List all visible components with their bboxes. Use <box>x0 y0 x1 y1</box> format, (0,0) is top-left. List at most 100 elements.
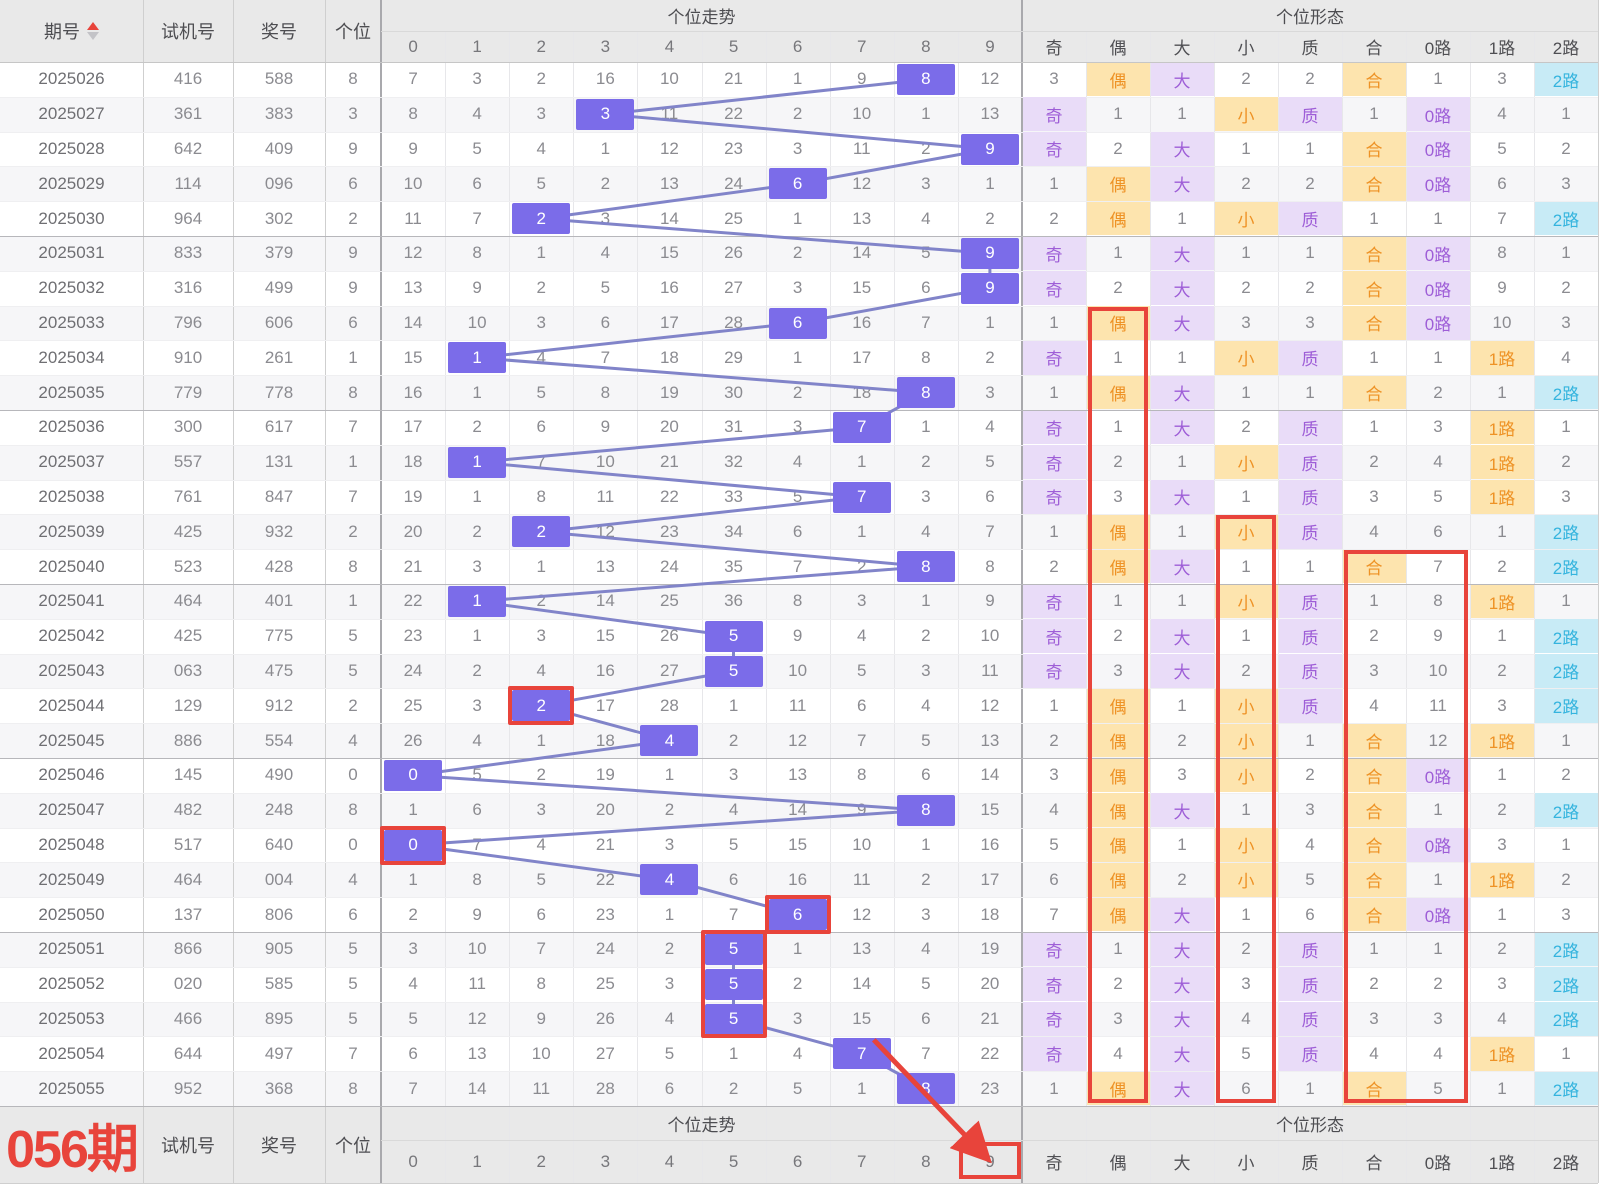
form-hit-bg <box>1022 584 1086 619</box>
red-highlight-box <box>700 929 767 1039</box>
footer-group-trend: 个位走势 <box>667 1115 736 1135</box>
form-miss-cell: 3 <box>1561 904 1571 924</box>
trend-hit-cell: 5 <box>704 1003 763 1035</box>
form-hit-bg <box>1214 340 1278 375</box>
trend-miss-cell: 12 <box>852 904 872 924</box>
form-miss-cell: 2 <box>1497 556 1507 576</box>
form-hit-cell: 大 <box>1173 315 1191 335</box>
units-digit-cell: 7 <box>348 1043 358 1063</box>
trend-miss-cell: 18 <box>659 347 679 367</box>
form-miss-cell: 5 <box>1497 138 1507 158</box>
form-hit-bg <box>1214 584 1278 619</box>
form-hit-bg <box>1150 967 1214 1002</box>
form-hit-bg <box>1214 514 1278 549</box>
form-miss-cell: 2 <box>1369 626 1379 646</box>
form-hit-bg <box>1534 62 1598 97</box>
trend-miss-cell: 11 <box>596 486 615 506</box>
test-number-cell: 145 <box>173 765 203 785</box>
test-number-cell: 866 <box>173 939 203 959</box>
sort-desc-icon <box>87 32 99 40</box>
trend-miss-cell: 22 <box>403 591 423 611</box>
trend-miss-cell: 5 <box>985 452 995 472</box>
form-hit-cell: 0路 <box>1424 907 1452 927</box>
trend-miss-cell: 3 <box>536 800 546 820</box>
form-miss-cell: 2 <box>1561 869 1571 889</box>
grid-hline <box>0 1106 1598 1107</box>
trend-miss-cell: 6 <box>985 486 995 506</box>
form-hit-cell: 质 <box>1301 941 1319 961</box>
form-hit-bg <box>1022 97 1086 132</box>
column-header-prize: 奖号 <box>261 22 297 42</box>
form-miss-cell: 1 <box>1049 1078 1059 1098</box>
form-hit-bg <box>1470 862 1534 897</box>
form-miss-cell: 3 <box>1433 417 1443 437</box>
form-miss-cell: 1 <box>1049 173 1059 193</box>
trend-miss-cell: 4 <box>985 417 995 437</box>
trend-miss-cell: 1 <box>857 452 867 472</box>
form-hit-bg <box>1150 410 1214 445</box>
trend-miss-cell: 9 <box>857 69 867 89</box>
form-miss-cell: 1 <box>1369 417 1379 437</box>
trend-miss-cell: 6 <box>472 173 482 193</box>
trend-miss-cell: 12 <box>980 695 1000 715</box>
trend-miss-cell: 4 <box>792 1043 803 1063</box>
trend-miss-cell: 5 <box>921 730 931 750</box>
form-hit-bg <box>1342 793 1406 828</box>
test-number-cell: 952 <box>173 1078 203 1098</box>
form-miss-cell: 1 <box>1497 904 1507 924</box>
units-digit-cell: 3 <box>348 104 358 124</box>
test-number-cell: 361 <box>173 104 203 124</box>
form-miss-cell: 4 <box>1433 452 1443 472</box>
test-number-cell: 964 <box>173 208 203 228</box>
period-cell: 2025034 <box>38 347 105 367</box>
form-hit-bg <box>1022 236 1086 271</box>
grid-vline <box>765 31 767 1183</box>
trend-miss-cell: 4 <box>600 243 611 263</box>
grid-hline <box>0 236 1598 237</box>
trend-miss-cell: 3 <box>536 312 546 332</box>
test-number-cell: 464 <box>173 869 203 889</box>
test-number-cell: 796 <box>173 312 203 332</box>
form-hit-bg <box>1470 584 1534 619</box>
form-hit-bg <box>1022 654 1086 688</box>
form-miss-cell: 2 <box>1561 452 1571 472</box>
trend-miss-cell: 2 <box>472 417 482 437</box>
trend-miss-cell: 16 <box>595 660 615 680</box>
form-miss-cell: 1 <box>1177 521 1187 541</box>
trend-miss-cell: 14 <box>403 312 423 332</box>
form-hit-cell: 小 <box>1237 350 1255 370</box>
form-hit-cell: 奇 <box>1045 663 1063 683</box>
trend-miss-cell: 10 <box>788 660 808 680</box>
test-number-cell: 316 <box>173 278 203 298</box>
form-miss-cell: 2 <box>1433 974 1443 994</box>
prize-number-cell: 497 <box>264 1043 294 1063</box>
form-hit-cell: 偶 <box>1109 176 1127 196</box>
trend-miss-cell: 6 <box>408 1043 418 1063</box>
trend-hit-cell: 8 <box>896 1073 955 1105</box>
period-cell: 2025049 <box>38 869 105 889</box>
form-hit-cell: 质 <box>1301 663 1319 683</box>
form-hit-bg <box>1342 236 1406 271</box>
form-hit-bg <box>1342 306 1406 340</box>
trend-miss-cell: 2 <box>472 521 482 541</box>
form-miss-cell: 2 <box>1561 278 1571 298</box>
trend-col-header: 3 <box>600 36 611 56</box>
form-miss-cell: 2 <box>1113 138 1123 158</box>
row-stripe <box>0 131 1598 167</box>
form-hit-bg <box>1278 619 1342 654</box>
trend-miss-cell: 12 <box>788 730 808 750</box>
trend-miss-cell: 11 <box>404 208 422 228</box>
form-miss-cell: 1 <box>1177 834 1187 854</box>
sort-icon[interactable] <box>87 22 99 40</box>
trend-hit-cell: 1 <box>448 342 507 374</box>
test-number-cell: 425 <box>173 626 203 646</box>
form-miss-cell: 3 <box>1049 765 1059 785</box>
period-cell: 2025046 <box>38 765 105 785</box>
grid-hline <box>0 375 1598 377</box>
trend-miss-cell: 15 <box>980 800 1000 820</box>
column-header-period[interactable]: 期号 <box>0 0 143 62</box>
red-column-box <box>1088 306 1148 1103</box>
period-cell: 2025029 <box>38 173 105 193</box>
form-hit-cell: 大 <box>1173 1081 1191 1101</box>
